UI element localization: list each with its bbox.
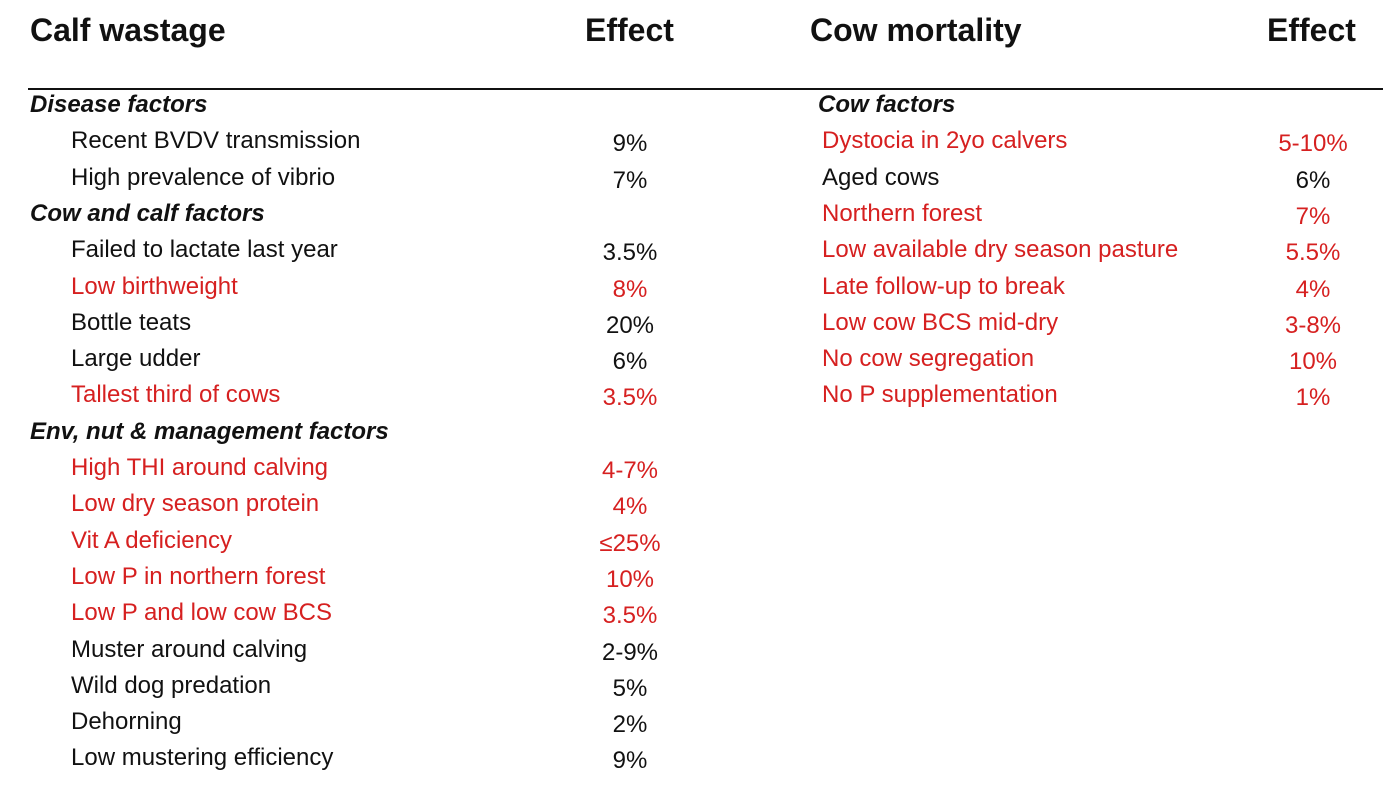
factor-row: High THI around calving 4-7% [0,450,1400,486]
factor-row: Tallest third of cows 3.5% [0,377,1400,413]
effect-value: 4% [612,493,648,521]
factor-row: Low mustering efficiency 9% [0,740,1400,776]
effect-value: 6% [1295,166,1331,194]
effect-value: 10% [605,565,655,593]
effect-value: 4-7% [601,457,659,484]
effect-value: 9% [612,130,648,158]
effect-value: ≤25% [599,529,661,557]
factor-label: No P supplementation [822,381,1058,409]
factor-label: Northern forest [822,199,983,227]
effect-value: 5% [612,674,648,702]
effect-value: 9% [612,747,648,775]
factor-row: No cow segregation 10% [0,341,1400,377]
effect-value: 3.5% [602,602,658,630]
calf-wastage-effect-heading: Effect [585,12,674,48]
factor-label: Tallest third of cows [71,381,281,409]
effect-value: 7% [612,166,648,194]
effect-value: 8% [612,275,648,303]
factor-label: No cow segregation [822,345,1035,373]
section-heading: Cow and calf factors [30,199,265,227]
cow-mortality-effect-heading: Effect [1267,12,1356,48]
effect-value: 3-8% [1284,311,1342,339]
factor-row: Low P and low cow BCS 3.5% [0,595,1400,631]
factor-row: Low cow BCS mid-dry 3-8% [0,305,1400,341]
factor-row: Northern forest 7% [0,196,1400,232]
factor-row: No P supplementation 1% [0,377,1400,413]
factor-label: Recent BVDV transmission [71,127,361,155]
effect-value: 3.5% [602,239,658,267]
factor-row: Low available dry season pasture 5.5% [0,232,1400,268]
factor-row: Vit A deficiency ≤25% [0,523,1400,559]
factor-row: Dehorning 2% [0,704,1400,740]
factor-label: Vit A deficiency [71,526,232,554]
factor-row: Wild dog predation 5% [0,668,1400,704]
effect-value: 3.5% [602,384,658,412]
effect-value: 5.5% [1285,239,1341,267]
factor-row: Failed to lactate last year 3.5% [0,232,1400,268]
effect-value: 6% [612,348,648,376]
factor-row: Aged cows 6% [0,160,1400,196]
factor-label: Low available dry season pasture [822,236,1179,264]
effect-value: 5-10% [1278,130,1348,158]
effect-value: 7% [1295,202,1331,230]
factor-row: Muster around calving 2-9% [0,632,1400,668]
effect-value: 2% [612,711,648,739]
factor-label: Dehorning [71,708,182,736]
factor-row: Large udder 6% [0,341,1400,377]
factor-label: Low cow BCS mid-dry [822,308,1059,336]
factor-row: Late follow-up to break 4% [0,269,1400,305]
factor-label: Failed to lactate last year [71,236,338,264]
factor-label: Wild dog predation [71,671,272,699]
factor-label: Low mustering efficiency [71,744,334,772]
factor-label: Dystocia in 2yo calvers [822,127,1068,155]
calf-wastage-heading: Calf wastage [30,12,226,48]
factor-row: Low birthweight 8% [0,269,1400,305]
factor-label: High prevalence of vibrio [71,163,336,191]
header-divider [28,88,1383,90]
effect-value: 10% [1288,348,1338,376]
factor-label: Low P and low cow BCS [71,599,333,627]
factor-label: Muster around calving [71,635,308,663]
factor-row: Low P in northern forest 10% [0,559,1400,595]
factor-label: Large udder [71,345,201,373]
factor-label: High THI around calving [71,454,329,481]
effect-value: 2-9% [601,638,659,666]
factor-label: Low birthweight [71,272,238,300]
section-heading: Env, nut & management factors [30,417,389,445]
cow-mortality-heading: Cow mortality [810,12,1022,48]
effect-value: 20% [605,311,655,339]
factor-row: Bottle teats 20% [0,305,1400,341]
effect-value: 4% [1295,275,1331,303]
factor-label: Bottle teats [71,308,192,336]
factor-row: Recent BVDV transmission 9% [0,123,1400,159]
factor-label: Late follow-up to break [822,272,1065,300]
effect-value: 1% [1295,384,1331,412]
factor-label: Aged cows [822,163,940,191]
factor-row: Low dry season protein 4% [0,486,1400,522]
factor-label: Low dry season protein [71,490,320,518]
factor-label: Low P in northern forest [71,562,326,590]
section-heading: Cow factors [818,91,956,118]
factor-row: High prevalence of vibrio 7% [0,160,1400,196]
section-heading: Disease factors [30,91,208,118]
factor-row: Dystocia in 2yo calvers 5-10% [0,123,1400,159]
